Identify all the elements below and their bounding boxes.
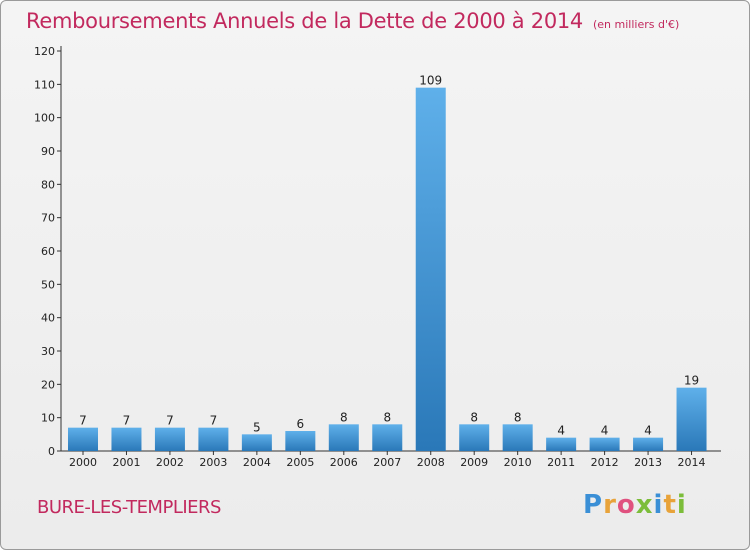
value-label-2012: 4 <box>601 424 609 438</box>
logo-letter: P <box>583 490 604 520</box>
x-tick-label-2000: 2000 <box>69 456 97 469</box>
y-tick-label: 20 <box>41 378 55 391</box>
bar-2011 <box>546 437 577 451</box>
y-tick-label: 10 <box>41 412 55 425</box>
value-label-2007: 8 <box>383 410 391 424</box>
logo-letter: i <box>676 490 687 520</box>
logo-letter: i <box>653 490 664 520</box>
logo-letter: t <box>663 490 677 520</box>
x-tick-label-2010: 2010 <box>504 456 532 469</box>
y-tick-label: 110 <box>34 78 55 91</box>
y-tick-label: 100 <box>34 112 55 125</box>
x-tick-label-2003: 2003 <box>199 456 227 469</box>
value-label-2011: 4 <box>557 424 565 438</box>
value-label-2004: 5 <box>253 420 261 434</box>
bar-2006 <box>328 424 359 451</box>
value-label-2013: 4 <box>644 424 652 438</box>
y-tick-label: 80 <box>41 178 55 191</box>
x-tick-label-2014: 2014 <box>678 456 706 469</box>
commune-name: BURE-LES-TEMPLIERS <box>37 497 221 518</box>
x-tick-label-2008: 2008 <box>417 456 445 469</box>
bar-2002 <box>154 427 185 451</box>
bar-2003 <box>198 427 229 451</box>
value-label-2006: 8 <box>340 410 348 424</box>
y-tick-label: 30 <box>41 345 55 358</box>
value-label-2008: 109 <box>419 74 442 88</box>
bar-2012 <box>589 437 620 451</box>
bar-2010 <box>502 424 533 451</box>
value-label-2003: 7 <box>210 414 218 428</box>
chart-title: Remboursements Annuels de la Dette de 20… <box>26 9 679 33</box>
bar-2005 <box>285 431 316 451</box>
y-tick-label: 0 <box>48 445 55 458</box>
x-tick-label-2012: 2012 <box>591 456 619 469</box>
value-label-2009: 8 <box>470 410 478 424</box>
logo-letter: o <box>616 490 636 520</box>
chart-title-text: Remboursements Annuels de la Dette de 20… <box>26 9 583 33</box>
bar-2001 <box>111 427 142 451</box>
value-label-2005: 6 <box>297 417 305 431</box>
y-tick-label: 60 <box>41 245 55 258</box>
y-tick-label: 120 <box>34 45 55 58</box>
bar-2000 <box>68 427 98 451</box>
y-tick-label: 70 <box>41 212 55 225</box>
y-tick-label: 40 <box>41 312 55 325</box>
x-tick-label-2013: 2013 <box>634 456 662 469</box>
bar-2007 <box>372 424 403 451</box>
x-tick-label-2007: 2007 <box>373 456 401 469</box>
logo-letter: x <box>635 490 654 520</box>
proxiti-logo: Proxiti <box>583 490 687 520</box>
value-label-2000: 7 <box>79 414 87 428</box>
x-tick-label-2004: 2004 <box>243 456 271 469</box>
bar-2009 <box>459 424 490 451</box>
x-tick-label-2005: 2005 <box>286 456 314 469</box>
value-label-2001: 7 <box>123 414 131 428</box>
x-tick-label-2011: 2011 <box>547 456 575 469</box>
x-tick-label-2009: 2009 <box>460 456 488 469</box>
value-label-2002: 7 <box>166 414 174 428</box>
x-tick-label-2006: 2006 <box>330 456 358 469</box>
value-label-2010: 8 <box>514 410 522 424</box>
value-label-2014: 19 <box>684 374 699 388</box>
logo-letter: r <box>603 490 617 520</box>
bar-2008 <box>415 87 446 452</box>
bar-2013 <box>633 437 664 451</box>
y-tick-label: 50 <box>41 278 55 291</box>
chart-unit: (en milliers d'€) <box>593 18 680 31</box>
bar-2004 <box>241 434 272 451</box>
x-tick-label-2001: 2001 <box>112 456 140 469</box>
y-tick-label: 90 <box>41 145 55 158</box>
bar-2014 <box>676 387 707 451</box>
x-tick-label-2002: 2002 <box>156 456 184 469</box>
